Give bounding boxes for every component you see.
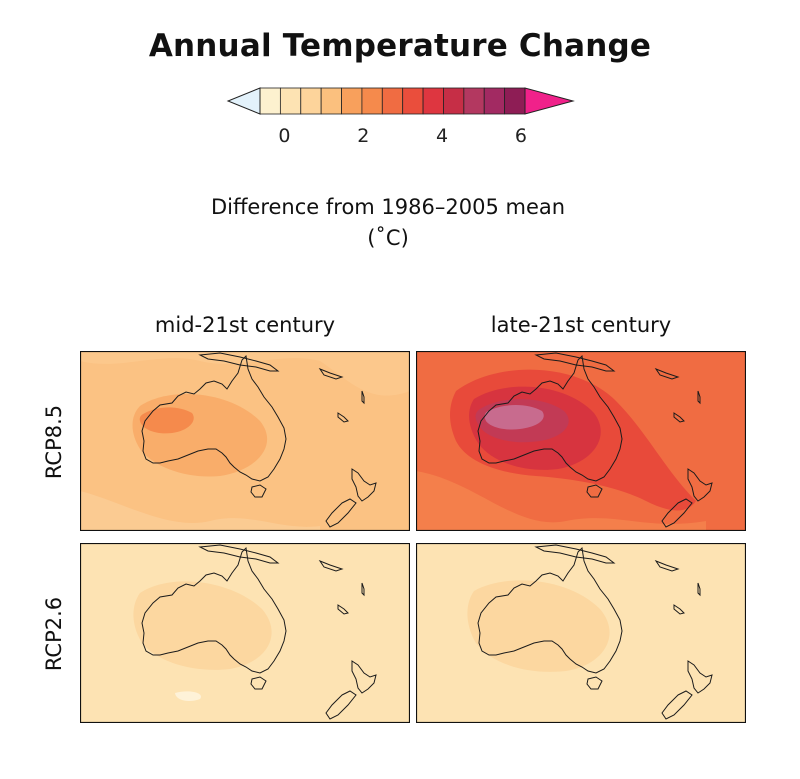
map-frame — [416, 543, 746, 723]
coastlines — [141, 544, 377, 720]
map-field-inner — [467, 580, 610, 672]
coastline-tasmania — [250, 676, 267, 690]
coastline-nz-north — [687, 468, 713, 502]
colorbar-over-triangle — [524, 87, 575, 115]
map-field-patch — [175, 691, 201, 701]
colorbar-cell — [463, 87, 485, 115]
colorbar-cells — [259, 87, 526, 115]
map-field-sea-cooler — [416, 471, 706, 531]
coastline-nz-north — [351, 660, 377, 694]
colorbar-cell — [504, 87, 526, 115]
coastline-nz-south — [325, 498, 357, 528]
column-label-late-century: late-21st century — [490, 313, 672, 337]
coastline-new-caledonia — [673, 604, 685, 615]
row-label-rcp85: RCP8.5 — [42, 404, 66, 480]
colorbar-cell — [381, 87, 404, 115]
column-label-mid-century: mid-21st century — [154, 313, 336, 337]
colorbar-cell — [320, 87, 342, 115]
colorbar-cell — [259, 87, 281, 115]
colorbar-cell — [402, 87, 424, 115]
colorbar-cell — [341, 87, 363, 115]
coastline-tasmania — [250, 484, 267, 498]
colorbar-cell — [443, 87, 465, 115]
coastline-australia — [141, 354, 287, 482]
colorbar-under-triangle — [226, 87, 261, 115]
colorbar-ticks: 0 2 4 6 — [278, 125, 527, 147]
map-panel-rcp26-mid-century — [80, 543, 410, 723]
coastline-solomons — [654, 367, 680, 380]
coastline-australia — [141, 546, 287, 674]
coastlines — [477, 544, 713, 720]
colorbar: 0 2 4 6 — [226, 87, 575, 147]
subtitle-line-2: (˚C) — [367, 226, 409, 250]
coastline-nz-south — [325, 690, 357, 720]
map-field-sea-variation — [80, 351, 410, 396]
colorbar-cell — [300, 87, 322, 115]
coastline-nz-south — [661, 690, 693, 720]
coastline-vanuatu — [697, 582, 701, 597]
coastlines — [141, 352, 377, 528]
coastlines — [477, 352, 713, 528]
subtitle-line-1: Difference from 1986–2005 mean — [210, 195, 566, 219]
coastline-new-caledonia — [673, 412, 685, 423]
map-frame — [80, 543, 410, 723]
map-field-peak — [484, 405, 544, 430]
colorbar-cell — [422, 87, 444, 115]
colorbar-tick-label: 0 — [278, 125, 290, 147]
coastline-solomons — [654, 559, 680, 572]
map-panel-rcp85-late-century — [416, 351, 746, 531]
colorbar-tick-label: 2 — [357, 125, 369, 147]
map-field-core — [139, 407, 194, 434]
coastline-new-guinea — [198, 352, 280, 372]
coastline-australia — [477, 354, 623, 482]
colorbar-tick-label: 4 — [436, 125, 448, 147]
coastline-solomons — [318, 559, 344, 572]
map-panel-rcp85-mid-century — [80, 351, 410, 531]
colorbar-cell — [279, 87, 302, 115]
colorbar-cell — [483, 87, 506, 115]
coastline-new-caledonia — [337, 604, 349, 615]
coastline-new-guinea — [198, 544, 280, 564]
coastline-new-guinea — [534, 544, 616, 564]
map-frame — [416, 351, 746, 531]
coastline-australia — [477, 546, 623, 674]
coastline-solomons — [318, 367, 344, 380]
map-panel-rcp26-late-century — [416, 543, 746, 723]
coastline-vanuatu — [697, 390, 701, 405]
map-field-high-ocean — [80, 491, 320, 531]
colorbar-tick-label: 6 — [515, 125, 527, 147]
coastline-nz-south — [661, 498, 693, 528]
coastline-vanuatu — [361, 582, 365, 597]
map-frame — [80, 351, 410, 531]
coastline-nz-north — [351, 468, 377, 502]
colorbar-cell — [361, 87, 383, 115]
page-title: Annual Temperature Change — [148, 28, 652, 64]
row-label-rcp26: RCP2.6 — [42, 596, 66, 672]
map-field-inner — [133, 581, 272, 670]
coastline-vanuatu — [361, 390, 365, 405]
coastline-tasmania — [586, 676, 603, 690]
legend-subtitle: Difference from 1986–2005 mean (˚C) — [0, 192, 776, 254]
coastline-new-caledonia — [337, 412, 349, 423]
coastline-new-guinea — [534, 352, 616, 372]
coastline-tasmania — [586, 484, 603, 498]
coastline-nz-north — [687, 660, 713, 694]
